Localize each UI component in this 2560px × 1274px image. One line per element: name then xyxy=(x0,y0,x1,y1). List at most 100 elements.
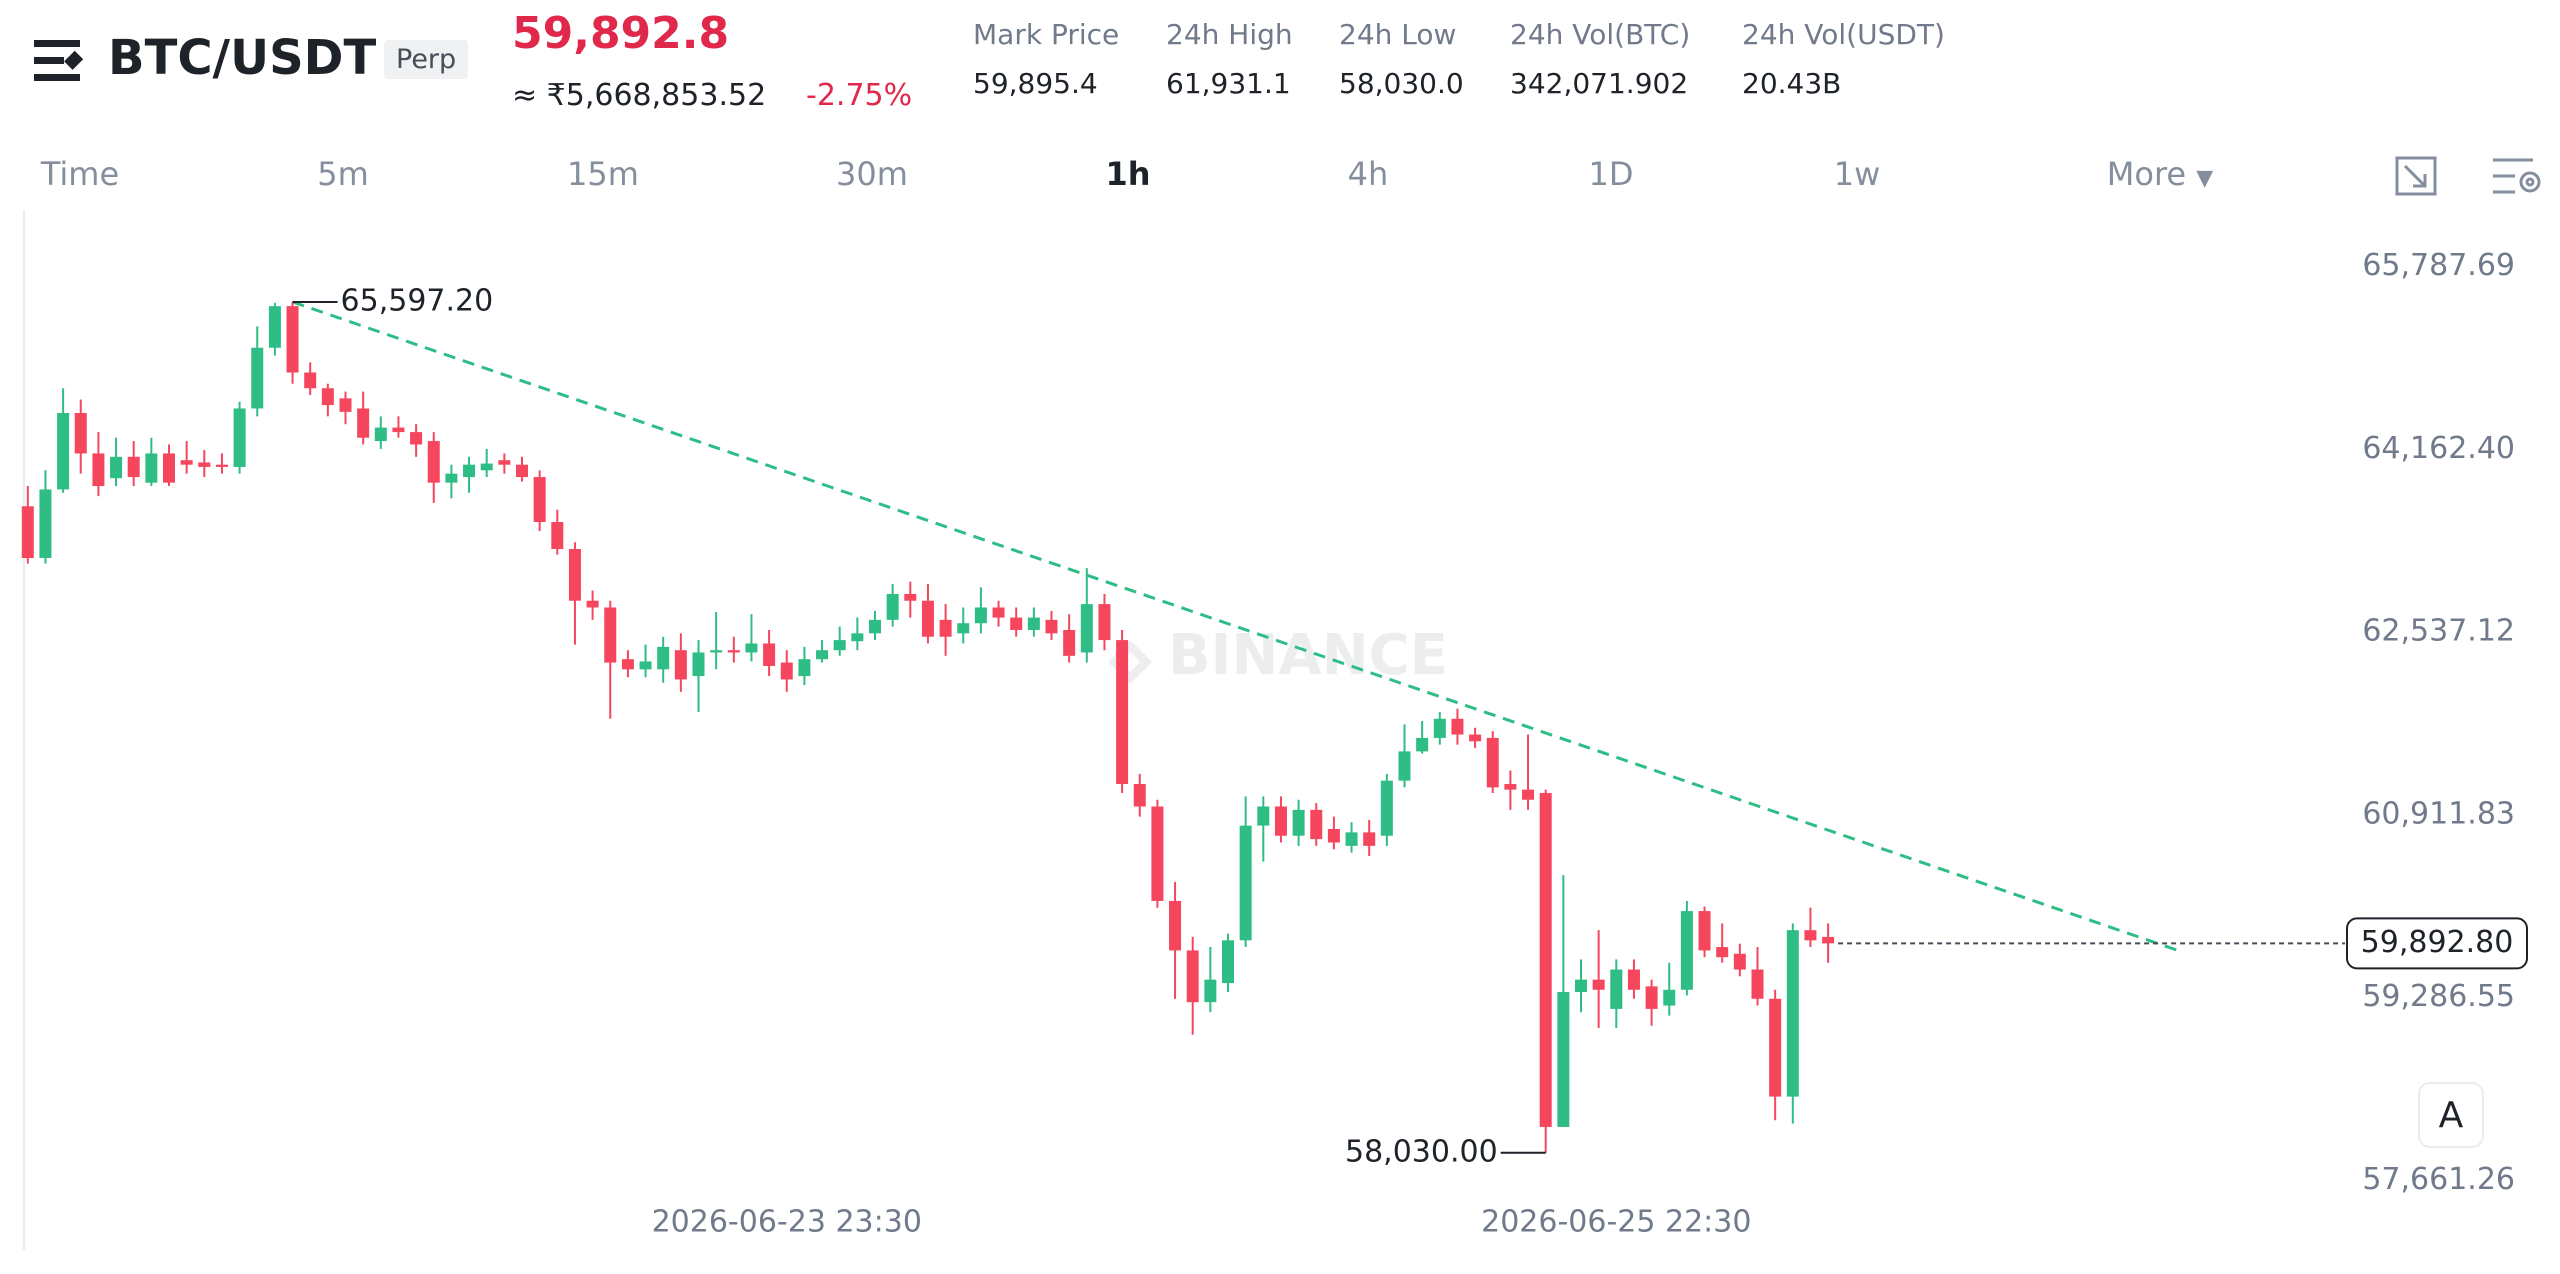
candle-body xyxy=(1222,940,1234,984)
stat-label: 24h Vol(BTC) xyxy=(1510,18,1691,51)
candle-body xyxy=(957,623,970,634)
candle-body xyxy=(639,661,652,670)
candle-body xyxy=(763,643,776,666)
stat-value: 59,895.4 xyxy=(973,67,1098,100)
candle-body xyxy=(692,652,705,677)
candle-body xyxy=(604,607,617,663)
candle-body xyxy=(816,650,829,660)
last-price-label: 59,892.80 xyxy=(2361,925,2514,960)
stat-value: 58,030.0 xyxy=(1339,67,1464,100)
candle-body xyxy=(1645,986,1658,1009)
candle-body xyxy=(1133,784,1146,807)
interval-tab[interactable]: 4h xyxy=(1347,155,1389,193)
interval-tab[interactable]: 30m xyxy=(836,155,908,193)
candle-body xyxy=(1310,809,1323,840)
candle-body xyxy=(498,460,511,465)
candle-body xyxy=(1045,619,1058,634)
candle-body xyxy=(1204,979,1217,1003)
candle-body xyxy=(1804,930,1817,941)
candle-body xyxy=(1063,629,1076,656)
last-price: 59,892.8 xyxy=(512,8,730,59)
candle-body xyxy=(1592,979,1605,990)
candle-body xyxy=(427,441,440,483)
candle-body xyxy=(780,662,793,680)
candle-body xyxy=(392,427,405,433)
candle-body xyxy=(1822,936,1835,944)
trend-line xyxy=(292,300,2182,953)
auto-scale-button[interactable]: A xyxy=(2418,1082,2484,1148)
candle-body xyxy=(1169,900,1182,951)
candle-body xyxy=(1257,806,1270,826)
candle-body xyxy=(92,453,105,487)
candle-body xyxy=(1292,809,1305,836)
candle-body xyxy=(1116,640,1129,785)
candle-body xyxy=(357,408,370,438)
candle-body xyxy=(1751,969,1764,999)
candle-body xyxy=(551,522,564,550)
candle-body xyxy=(374,427,387,442)
candle-body xyxy=(1186,950,1199,1003)
candle-body xyxy=(163,453,175,483)
stat-label: 24h High xyxy=(1166,18,1293,51)
candle-body xyxy=(1098,604,1111,641)
stat-label: 24h Low xyxy=(1339,18,1457,51)
candle-body xyxy=(1469,734,1482,742)
candle-body xyxy=(533,477,546,523)
candle-body xyxy=(851,633,864,642)
low-label: 58,030.00 xyxy=(1345,1134,1498,1169)
candle-body xyxy=(1416,737,1429,752)
interval-tab[interactable]: 15m xyxy=(567,155,639,193)
interval-tab[interactable]: 1h xyxy=(1105,155,1151,193)
interval-tab[interactable]: 1w xyxy=(1833,155,1881,193)
interval-tab[interactable]: 1D xyxy=(1588,155,1634,193)
candle-body xyxy=(1557,992,1570,1127)
candle-body xyxy=(657,646,670,670)
y-tick-label: 64,162.40 xyxy=(2362,431,2515,466)
stat-label: Mark Price xyxy=(973,18,1120,51)
candle-body xyxy=(727,650,740,653)
candle-body xyxy=(710,650,723,653)
x-tick-label: 2026-06-23 23:30 xyxy=(652,1205,922,1240)
candle-body xyxy=(674,650,687,680)
contract-badge: Perp xyxy=(384,40,469,79)
price-change: -2.75% xyxy=(806,78,913,113)
candle-body xyxy=(1769,998,1782,1097)
candle-body xyxy=(233,408,246,467)
candle-body xyxy=(621,659,634,670)
candle-body xyxy=(992,607,1005,618)
y-tick-label: 59,286.55 xyxy=(2362,979,2515,1014)
candle-body xyxy=(1539,793,1552,1127)
candle-body xyxy=(1151,806,1164,901)
interval-tab[interactable]: 5m xyxy=(317,155,369,193)
candle-body xyxy=(410,432,423,445)
candle-body xyxy=(1433,718,1446,738)
y-tick-label: 65,787.69 xyxy=(2362,248,2515,283)
y-tick-label: 60,911.83 xyxy=(2362,796,2515,831)
candle-body xyxy=(516,464,528,478)
x-tick-label: 2026-06-25 22:30 xyxy=(1481,1205,1751,1240)
candle-body xyxy=(1627,969,1640,990)
candle-body xyxy=(921,600,934,637)
y-tick-label: 62,537.12 xyxy=(2362,614,2515,649)
candle-body xyxy=(286,306,299,373)
toolbar-icons[interactable] xyxy=(2395,156,2541,196)
stat-value: 61,931.1 xyxy=(1166,67,1291,100)
fiat-price: ≈ ₹5,668,853.52 xyxy=(512,78,767,113)
candle-body xyxy=(127,456,140,478)
more-label: More xyxy=(2106,155,2187,193)
candle-body xyxy=(1363,832,1376,846)
candle-body xyxy=(268,306,281,348)
candle-body xyxy=(339,398,352,412)
watermark-text: BINANCE xyxy=(1168,623,1448,688)
more-tab[interactable]: More ▼ xyxy=(2106,155,2214,193)
candle-body xyxy=(321,388,334,406)
candle-body xyxy=(1239,825,1252,941)
candle-body xyxy=(39,489,52,559)
candle-body xyxy=(1398,751,1411,781)
interval-tab[interactable]: Time xyxy=(40,155,120,193)
candle-body xyxy=(145,453,158,483)
candle-body xyxy=(445,473,458,483)
high-label: 65,597.20 xyxy=(341,283,494,318)
symbol[interactable]: BTC/USDT xyxy=(108,30,377,86)
last-price-box xyxy=(2346,917,2528,970)
